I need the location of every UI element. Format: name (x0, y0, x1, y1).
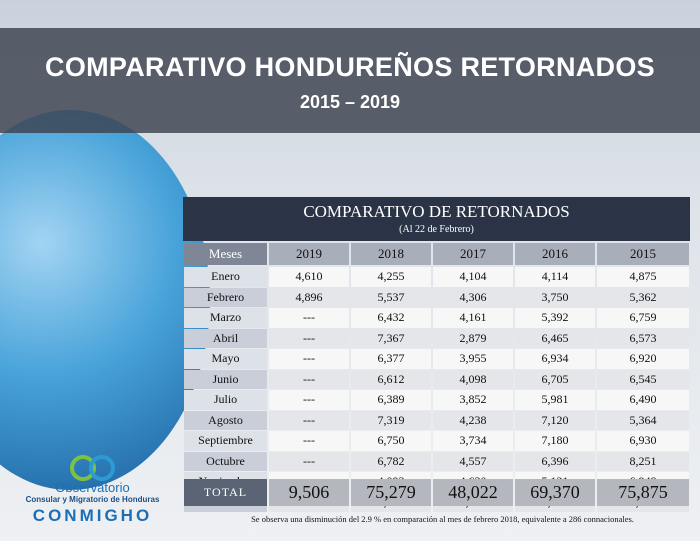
month-cell: Junio (184, 369, 267, 389)
month-cell: Marzo (184, 308, 267, 328)
value-cell: 5,392 (515, 308, 595, 328)
value-cell: 7,319 (351, 410, 431, 430)
column-header: 2016 (515, 243, 595, 265)
table-title: COMPARATIVO DE RETORNADOS (303, 202, 570, 221)
value-cell: 6,920 (597, 349, 689, 369)
total-cell: 75,279 (351, 479, 431, 506)
value-cell: 6,930 (597, 431, 689, 451)
value-cell: 6,432 (351, 308, 431, 328)
value-cell: 7,367 (351, 328, 431, 348)
value-cell: --- (269, 308, 349, 328)
logo-line3: CONMIGHO (32, 506, 153, 525)
value-cell: 3,852 (433, 390, 513, 410)
value-cell: 7,180 (515, 431, 595, 451)
value-cell: 6,377 (351, 349, 431, 369)
value-cell: 3,955 (433, 349, 513, 369)
value-cell: --- (269, 410, 349, 430)
value-cell: 3,734 (433, 431, 513, 451)
value-cell: 2,879 (433, 328, 513, 348)
month-cell: Enero (184, 267, 267, 287)
value-cell: 6,934 (515, 349, 595, 369)
total-cell: 9,506 (269, 479, 349, 506)
month-cell: Julio (184, 390, 267, 410)
logo-line1: Observatorio (55, 480, 130, 495)
value-cell: 4,098 (433, 369, 513, 389)
value-cell: --- (269, 390, 349, 410)
value-cell: 5,364 (597, 410, 689, 430)
column-header: Meses (184, 243, 267, 265)
value-cell: --- (269, 349, 349, 369)
title: COMPARATIVO HONDUREÑOS RETORNADOS (45, 52, 655, 82)
month-cell: Agosto (184, 410, 267, 430)
value-cell: 5,537 (351, 287, 431, 307)
month-cell: Octubre (184, 451, 267, 471)
value-cell: 4,104 (433, 267, 513, 287)
total-cell: 69,370 (515, 479, 595, 506)
value-cell: 4,610 (269, 267, 349, 287)
footnote: Se observa una disminución del 2.9 % en … (251, 514, 634, 524)
month-cell: Abril (184, 328, 267, 348)
table-subtitle: (Al 22 de Febrero) (399, 224, 474, 235)
value-cell: 4,255 (351, 267, 431, 287)
value-cell: --- (269, 451, 349, 471)
value-cell: 4,238 (433, 410, 513, 430)
logo-icon (70, 455, 115, 481)
value-cell: 4,306 (433, 287, 513, 307)
table-header-band (183, 197, 690, 241)
value-cell: 6,490 (597, 390, 689, 410)
title-band (0, 28, 700, 133)
value-cell: 4,557 (433, 451, 513, 471)
value-cell: 4,114 (515, 267, 595, 287)
globe-graphic (0, 110, 210, 490)
column-header: 2019 (269, 243, 349, 265)
value-cell: 5,981 (515, 390, 595, 410)
subtitle: 2015 – 2019 (299, 92, 401, 112)
value-cell: 6,545 (597, 369, 689, 389)
column-header: 2018 (351, 243, 431, 265)
table: COMPARATIVO DE RETORNADOS (Al 22 de Febr… (183, 197, 690, 512)
logo-line2: Consular y Migratorio de Honduras (25, 495, 160, 504)
month-cell: Mayo (184, 349, 267, 369)
value-cell: 5,362 (597, 287, 689, 307)
value-cell: --- (269, 431, 349, 451)
value-cell: 4,896 (269, 287, 349, 307)
value-cell: 7,120 (515, 410, 595, 430)
value-cell: 8,251 (597, 451, 689, 471)
value-cell: 6,396 (515, 451, 595, 471)
value-cell: 6,389 (351, 390, 431, 410)
value-cell: 3,750 (515, 287, 595, 307)
column-header: 2015 (597, 243, 689, 265)
value-cell: 4,161 (433, 308, 513, 328)
value-cell: 6,782 (351, 451, 431, 471)
month-cell: Febrero (184, 287, 267, 307)
column-header: 2017 (433, 243, 513, 265)
value-cell: 6,465 (515, 328, 595, 348)
total-cell: 75,875 (597, 479, 689, 506)
value-cell: --- (269, 328, 349, 348)
value-cell: 6,705 (515, 369, 595, 389)
value-cell: 6,750 (351, 431, 431, 451)
value-cell: 6,612 (351, 369, 431, 389)
value-cell: 6,759 (597, 308, 689, 328)
value-cell: 4,875 (597, 267, 689, 287)
total-cell: TOTAL (184, 479, 267, 506)
month-cell: Septiembre (184, 431, 267, 451)
total-cell: 48,022 (433, 479, 513, 506)
value-cell: 6,573 (597, 328, 689, 348)
value-cell: --- (269, 369, 349, 389)
